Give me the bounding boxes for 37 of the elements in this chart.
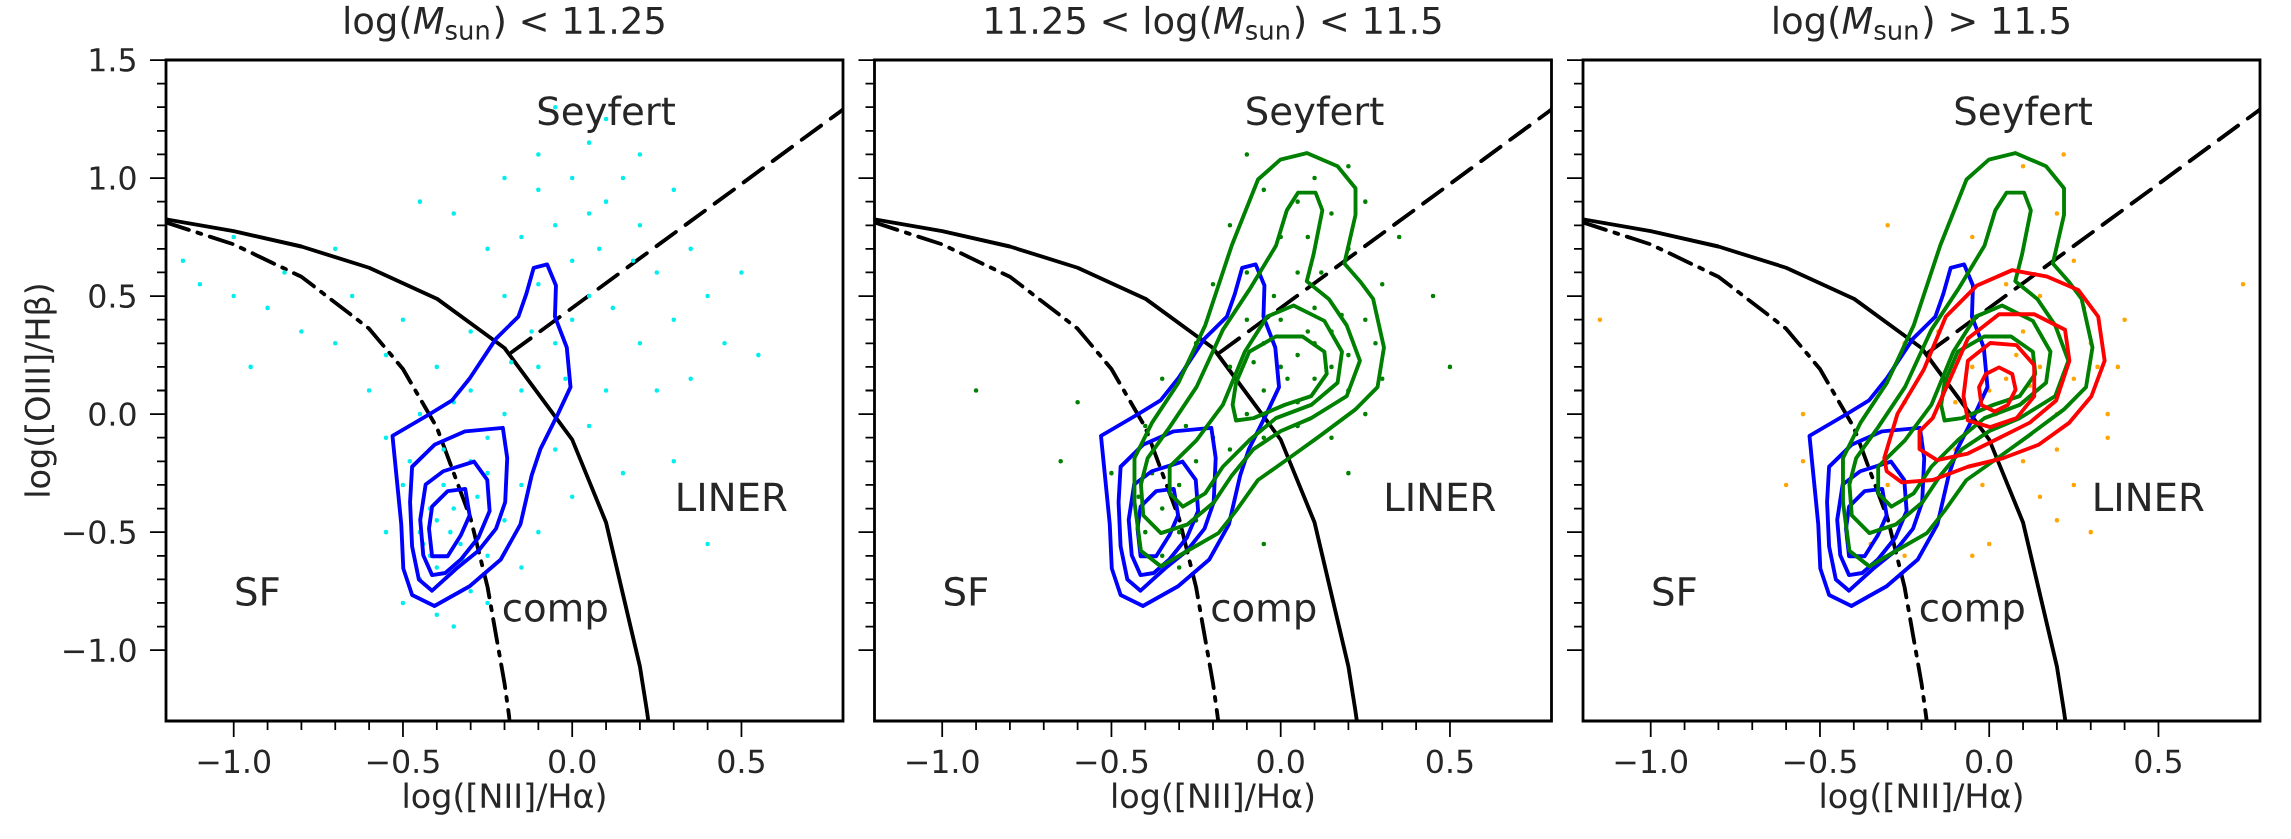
x-tick-label: −1.0 <box>1615 749 1688 774</box>
chart-title: 11.25 < log(M$_{sun}$) < 11.5 <box>986 5 1441 42</box>
x-tick-label: 0.0 <box>1257 749 1304 774</box>
x-tick-label: 0.5 <box>2135 749 2181 774</box>
x-tick-label: −1.0 <box>198 749 271 774</box>
chart-title: log(M$_{sun}$) < 11.25 <box>345 5 664 42</box>
x-tick-label: −1.0 <box>907 749 979 774</box>
x-axis-title: log([NII]/Hα) <box>1113 782 1314 815</box>
y-tick-label: 0.5 <box>89 284 135 309</box>
y-tick-label: −0.5 <box>64 520 135 545</box>
annotation: LINER <box>2095 482 2204 512</box>
x-axis-title: log([NII]/Hα) <box>1821 782 2022 815</box>
annotation: comp <box>1920 599 2024 630</box>
annotation: Seyfert <box>1955 95 2092 133</box>
y-tick-label: −1.0 <box>64 638 136 663</box>
y-tick-label: 1.5 <box>90 48 135 72</box>
annotation: SF <box>1653 576 1696 607</box>
x-axis-title: log([NII]/Hα) <box>404 782 605 815</box>
x-tick-label: −0.5 <box>367 749 439 774</box>
x-tick-label: −0.5 <box>1076 749 1148 774</box>
x-tick-label: 0.5 <box>1426 749 1473 774</box>
annotation: SF <box>236 576 279 607</box>
annotation: comp <box>503 599 607 630</box>
y-tick-label: 0.0 <box>89 402 136 427</box>
x-tick-label: 0.0 <box>1966 749 2013 774</box>
annotation: SF <box>945 576 988 607</box>
chart-title: log(M$_{sun}$) > 11.5 <box>1774 5 2069 42</box>
annotation: LINER <box>1387 482 1496 512</box>
annotation: Seyfert <box>538 95 675 133</box>
x-tick-label: 0.0 <box>549 749 596 774</box>
x-tick-label: −0.5 <box>1784 749 1856 774</box>
y-axis-title: log([OIII]/Hβ) <box>24 285 57 496</box>
annotation: Seyfert <box>1247 95 1384 133</box>
y-tick-label: 1.0 <box>90 166 136 190</box>
annotation: comp <box>1212 599 1316 630</box>
x-tick-label: 0.5 <box>718 749 764 774</box>
annotation: LINER <box>678 482 787 512</box>
